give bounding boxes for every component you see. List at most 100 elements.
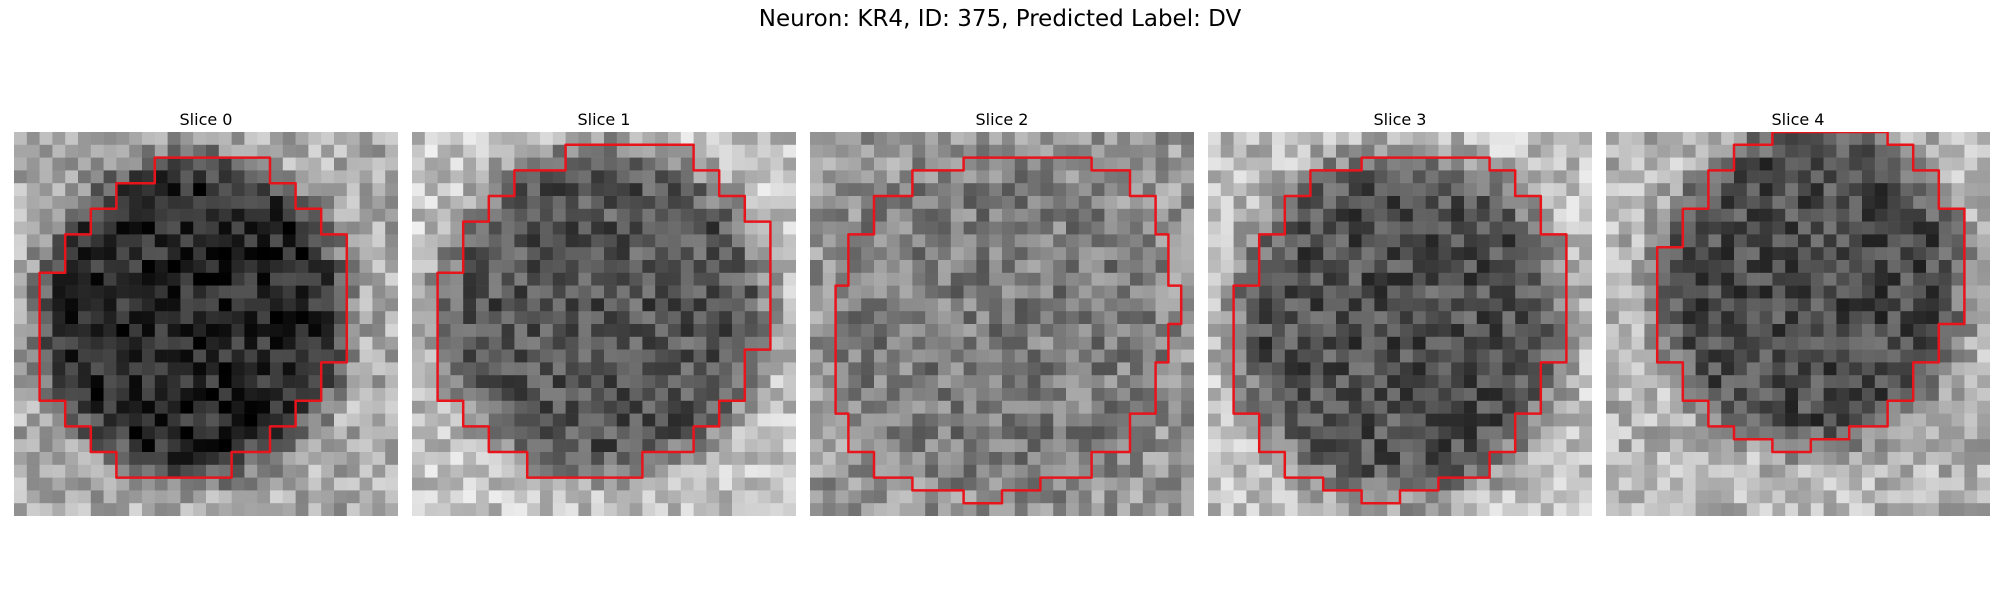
image-pixel: [257, 183, 271, 197]
image-pixel: [1528, 362, 1542, 376]
image-pixel: [591, 157, 605, 171]
image-pixel: [308, 298, 322, 312]
image-pixel: [1938, 439, 1952, 453]
image-pixel: [180, 400, 194, 414]
image-pixel: [334, 234, 348, 248]
image-pixel: [424, 426, 438, 440]
image-pixel: [501, 157, 515, 171]
image-pixel: [1887, 234, 1901, 248]
image-pixel: [591, 208, 605, 222]
image-pixel: [412, 298, 426, 312]
image-pixel: [154, 439, 168, 453]
image-pixel: [1862, 464, 1876, 478]
image-pixel: [732, 349, 746, 363]
image-pixel: [1142, 208, 1156, 222]
image-pixel: [1977, 336, 1990, 350]
image-pixel: [527, 247, 541, 261]
image-pixel: [65, 208, 79, 222]
image-pixel: [437, 170, 451, 184]
image-pixel: [527, 196, 541, 210]
image-pixel: [218, 272, 232, 286]
image-pixel: [1053, 400, 1067, 414]
image-pixel: [616, 208, 630, 222]
image-pixel: [1066, 132, 1080, 146]
image-pixel: [604, 170, 618, 184]
image-pixel: [540, 452, 554, 466]
image-pixel: [78, 221, 92, 235]
image-pixel: [103, 272, 117, 286]
image-pixel: [1721, 464, 1735, 478]
image-pixel: [848, 132, 862, 146]
image-pixel: [886, 388, 900, 402]
image-pixel: [1502, 247, 1516, 261]
image-pixel: [938, 221, 952, 235]
image-pixel: [1657, 221, 1671, 235]
image-pixel: [270, 349, 284, 363]
image-pixel: [1772, 272, 1786, 286]
image-pixel: [1977, 426, 1990, 440]
image-pixel: [1540, 208, 1554, 222]
image-pixel: [783, 426, 796, 440]
image-pixel: [1785, 144, 1799, 158]
image-pixel: [1566, 183, 1580, 197]
image-pixel: [950, 413, 964, 427]
image-pixel: [1913, 413, 1927, 427]
image-pixel: [359, 388, 373, 402]
image-pixel: [1104, 413, 1118, 427]
image-pixel: [1476, 221, 1490, 235]
image-pixel: [565, 208, 579, 222]
image-pixel: [963, 336, 977, 350]
image-pixel: [1014, 490, 1028, 504]
image-pixel: [1746, 260, 1760, 274]
image-pixel: [1579, 157, 1592, 171]
image-pixel: [1464, 503, 1478, 516]
image-pixel: [976, 144, 990, 158]
image-pixel: [1785, 234, 1799, 248]
image-pixel: [1515, 439, 1529, 453]
image-pixel: [848, 362, 862, 376]
image-pixel: [1284, 413, 1298, 427]
image-pixel: [359, 490, 373, 504]
image-pixel: [963, 144, 977, 158]
image-pixel: [783, 196, 796, 210]
image-pixel: [1502, 221, 1516, 235]
image-pixel: [1553, 208, 1567, 222]
image-pixel: [78, 490, 92, 504]
image-pixel: [591, 413, 605, 427]
image-pixel: [1746, 208, 1760, 222]
image-pixel: [886, 362, 900, 376]
image-pixel: [1323, 285, 1337, 299]
image-pixel: [706, 464, 720, 478]
image-pixel: [1695, 157, 1709, 171]
image-pixel: [1220, 426, 1234, 440]
image-pixel: [1759, 336, 1773, 350]
image-pixel: [270, 234, 284, 248]
image-pixel: [193, 324, 207, 338]
image-pixel: [1849, 247, 1863, 261]
image-pixel: [463, 272, 477, 286]
image-pixel: [1155, 336, 1169, 350]
image-pixel: [668, 285, 682, 299]
image-pixel: [1027, 388, 1041, 402]
image-pixel: [1746, 157, 1760, 171]
image-pixel: [938, 477, 952, 491]
image-pixel: [1348, 439, 1362, 453]
image-pixel: [1644, 452, 1658, 466]
image-pixel: [1772, 247, 1786, 261]
image-pixel: [1014, 413, 1028, 427]
image-pixel: [359, 400, 373, 414]
image-pixel: [693, 324, 707, 338]
image-pixel: [1425, 324, 1439, 338]
image-pixel: [463, 221, 477, 235]
image-pixel: [1695, 362, 1709, 376]
image-pixel: [822, 272, 836, 286]
image-pixel: [1900, 183, 1914, 197]
image-pixel: [1310, 452, 1324, 466]
image-pixel: [1759, 170, 1773, 184]
image-pixel: [1874, 413, 1888, 427]
image-pixel: [1117, 183, 1131, 197]
image-pixel: [1746, 490, 1760, 504]
image-pixel: [1040, 413, 1054, 427]
image-pixel: [1002, 285, 1016, 299]
image-pixel: [1836, 503, 1850, 516]
